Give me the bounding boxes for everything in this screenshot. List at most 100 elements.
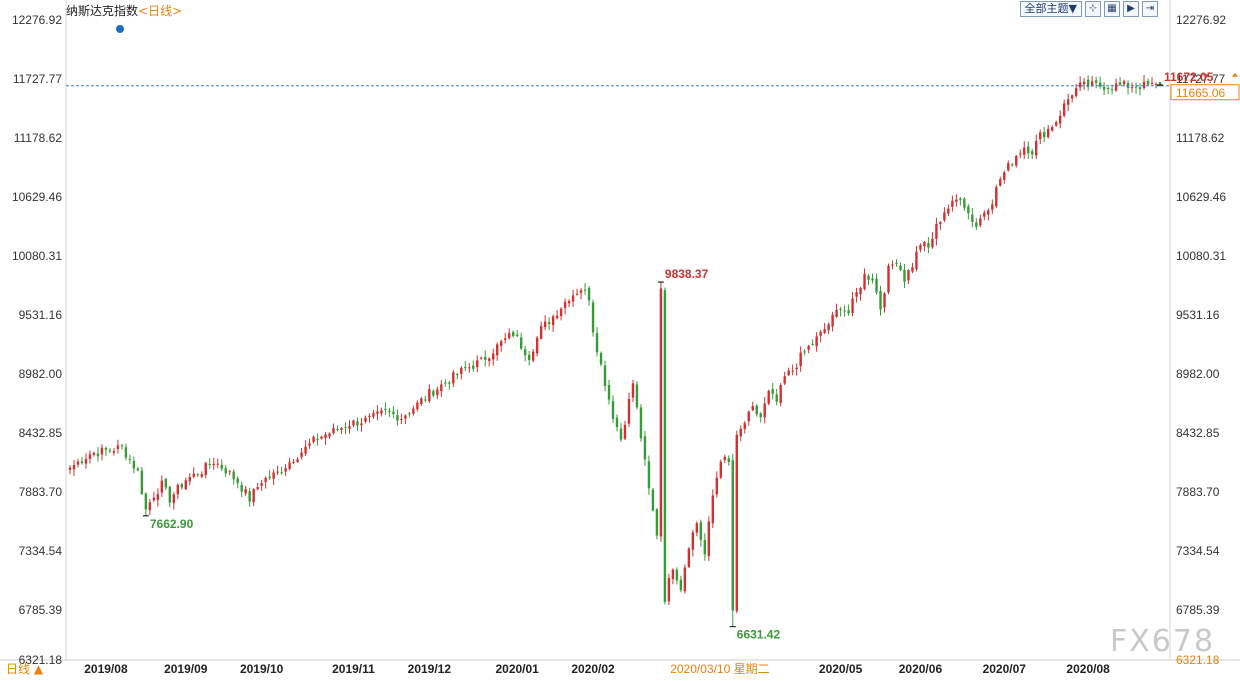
candle-body (851, 298, 854, 313)
export-tool-icon[interactable]: ⇥ (1142, 1, 1158, 17)
event-marker-icon[interactable] (116, 25, 124, 33)
current-price-box (1170, 84, 1240, 101)
candle-body (727, 458, 730, 462)
candle-body (176, 484, 180, 495)
play-tool-icon[interactable]: ▶ (1123, 1, 1139, 17)
candle-body (416, 402, 419, 410)
period-selector[interactable]: <日线> (138, 4, 183, 18)
candle-body (184, 480, 187, 490)
x-tick-label: 2019/12 (408, 662, 452, 676)
price-up-arrow-icon (1232, 72, 1238, 77)
candle-body (384, 408, 387, 410)
candle-body (703, 539, 707, 555)
candle-body (88, 454, 92, 459)
candle-body (735, 434, 738, 611)
candle-body (567, 301, 571, 304)
y-tick-label-right: 12276.92 (1176, 13, 1226, 27)
candle-body (779, 385, 782, 403)
candle-body (460, 367, 463, 375)
candle-body (496, 344, 499, 356)
candle-body (999, 179, 1002, 186)
candle-body (340, 428, 343, 430)
candle-body (132, 460, 136, 469)
candle-body (372, 413, 375, 417)
candle-body (919, 245, 922, 250)
candle-body (939, 222, 942, 225)
candle-body (603, 365, 607, 387)
candle-body (452, 372, 455, 384)
candle-body (140, 470, 144, 495)
y-tick-label-right: 9531.16 (1176, 308, 1220, 322)
cursor-date-bg (659, 661, 780, 677)
candle-body (731, 460, 734, 611)
candle-body (1078, 82, 1082, 88)
candle-body (1106, 87, 1110, 89)
y-tick-label-left: 8432.85 (19, 426, 63, 440)
candle-body (196, 474, 199, 476)
candle-body (623, 424, 627, 439)
candle-body (116, 445, 120, 450)
candle-body (515, 334, 519, 337)
candle-body (563, 301, 567, 309)
candle-body (1094, 80, 1098, 83)
candle-body (723, 456, 726, 461)
candle-body (743, 423, 746, 429)
candle-body (128, 458, 132, 460)
grid-tool-icon[interactable]: ▦ (1104, 1, 1120, 17)
candle-body (1082, 81, 1086, 85)
candle-body (619, 428, 623, 440)
cursor-date-label: 2020/03/10 星期二 (670, 662, 769, 676)
candle-body (839, 309, 842, 311)
candle-body (1031, 151, 1034, 155)
candle-body (835, 309, 838, 317)
candle-body (244, 489, 247, 494)
x-tick-label: 2019/09 (164, 662, 208, 676)
candle-body (380, 410, 383, 414)
crosshair-tool-icon[interactable]: ⊹ (1085, 1, 1101, 17)
candle-body (607, 384, 611, 400)
y-tick-label-left: 10629.46 (12, 190, 62, 204)
candle-body (252, 489, 255, 503)
candle-body (739, 428, 742, 437)
candle-body (883, 293, 886, 308)
candle-body (995, 187, 998, 207)
candle-body (188, 476, 191, 482)
candle-body (863, 273, 866, 289)
candle-body (887, 265, 890, 293)
candle-body (775, 394, 778, 402)
candle-body (771, 389, 774, 394)
candle-body (903, 269, 906, 282)
y-tick-label-left: 12276.92 (12, 13, 62, 27)
candle-body (827, 324, 830, 331)
candle-body (1070, 95, 1074, 99)
current-price-label: 11665.06 (1176, 86, 1225, 100)
y-tick-label-left: 7334.54 (19, 544, 63, 558)
candle-body (1003, 172, 1006, 180)
candle-body (108, 450, 112, 452)
candle-body (344, 427, 347, 429)
candle-body (504, 338, 507, 340)
candle-body (523, 349, 527, 356)
chart-toolbar: 全部主题▼ ⊹ ▦ ▶ ⇥ (1019, 1, 1158, 17)
candle-body (96, 453, 100, 457)
candle-body (232, 471, 235, 480)
theme-dropdown-button[interactable]: 全部主题▼ (1019, 1, 1082, 17)
candle-body (627, 399, 631, 424)
y-tick-label-left: 7883.70 (19, 485, 63, 499)
bottom-period-toggle[interactable]: 日线 ▲ (6, 662, 44, 676)
candle-body (695, 523, 699, 533)
candle-body (1058, 115, 1062, 124)
candle-body (356, 421, 359, 426)
candle-body (492, 353, 495, 360)
candle-body (292, 462, 295, 464)
candle-body (1090, 81, 1094, 86)
low-mark-2-label: 6631.42 (737, 628, 781, 642)
candle-body (867, 275, 870, 280)
candle-body (152, 497, 156, 501)
candle-body (112, 451, 116, 453)
candle-body (348, 426, 351, 429)
candle-body (643, 436, 647, 460)
candle-body (436, 389, 439, 396)
